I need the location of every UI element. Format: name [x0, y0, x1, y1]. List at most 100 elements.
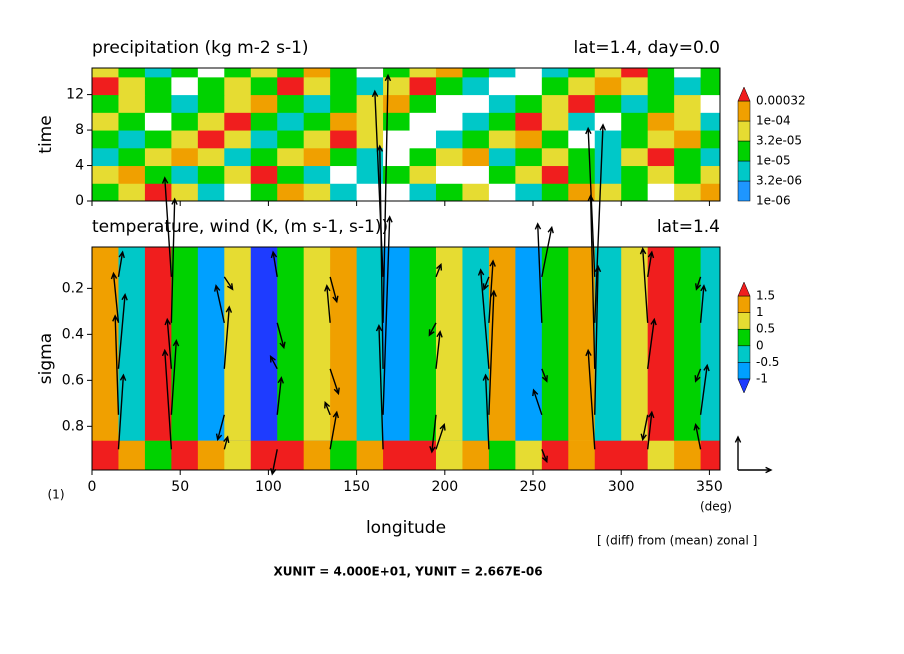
contour-cell [250, 147, 278, 167]
colorbar-label: 1e-05 [756, 154, 791, 168]
x-axis-label: longitude [366, 518, 446, 538]
wind-vector [639, 247, 649, 323]
contour-cell [92, 112, 119, 131]
contour-cell [330, 112, 358, 131]
contour-cell [647, 94, 675, 113]
contour-cell [409, 76, 437, 96]
contour-cell [700, 112, 721, 131]
wind-vector [435, 423, 446, 450]
contour-cell [647, 147, 675, 167]
contour-cell [383, 112, 411, 131]
wind-vector [695, 276, 702, 291]
contour-cell [700, 165, 721, 184]
colorbar-box [737, 100, 751, 122]
colorbar-label: 0.5 [756, 322, 775, 336]
contour-cell [144, 183, 172, 202]
contour-cell [594, 147, 622, 167]
wind-vector [435, 263, 443, 278]
panel-title: temperature, wind (K, (m s-1, s-1)) [92, 217, 388, 237]
contour-cell [621, 76, 649, 96]
wind-vector [646, 317, 657, 369]
contour-cell [674, 76, 702, 96]
colorbar-label: -0.5 [756, 355, 779, 369]
colorbar-label: -1 [756, 372, 768, 386]
colorbar-triangle [737, 378, 751, 394]
contour-cell [303, 112, 331, 131]
contour-cell [144, 130, 172, 149]
contour-cell [277, 147, 305, 167]
contour-cell [541, 94, 569, 113]
contour-cell [409, 147, 437, 167]
colorbar-label: 1 [756, 305, 764, 319]
contour-cell [224, 68, 252, 78]
contour-cell [515, 112, 543, 131]
colorbar-label: 1e-04 [756, 114, 791, 128]
contour-cell [621, 183, 649, 202]
contour-cell [118, 183, 146, 202]
contour-cell [488, 130, 516, 149]
contour-cell [118, 68, 146, 78]
contour-cell [435, 76, 463, 96]
wind-vector [435, 330, 443, 369]
contour-cell [515, 247, 543, 441]
contour-cell [594, 76, 622, 96]
contour-cell [383, 183, 411, 202]
contour-cell [515, 130, 543, 149]
contour-cell [330, 68, 358, 78]
contour-cell [383, 165, 411, 184]
contour-cell [197, 130, 225, 149]
colorbar-label: 3.2e-06 [756, 174, 802, 188]
contour-cell [594, 247, 622, 441]
contour-cell [197, 165, 225, 184]
contour-cell [568, 76, 596, 96]
contour-cell [144, 112, 172, 131]
contour-cell [144, 76, 172, 96]
contour-cell [488, 147, 516, 167]
wind-vector [429, 414, 437, 454]
wind-vector [223, 276, 234, 291]
wind-vector [117, 373, 127, 450]
contour-cell [621, 147, 649, 167]
contour-cell [224, 183, 252, 202]
contour-cell [197, 94, 225, 113]
contour-cell [515, 76, 543, 96]
wind-vector [276, 322, 286, 350]
wind-vector [215, 414, 225, 442]
contour-cell [594, 183, 622, 202]
contour-cell [250, 130, 278, 149]
contour-cell [171, 183, 199, 202]
contour-cell [435, 247, 463, 441]
contour-cell [462, 247, 490, 441]
contour-cell [647, 112, 675, 131]
contour-cell [356, 68, 384, 78]
contour-cell [674, 147, 702, 167]
contour-cell [383, 147, 411, 167]
contour-cell [674, 130, 702, 149]
contour-cell [674, 247, 702, 441]
wind-vector [541, 368, 548, 383]
contour-cell [541, 68, 569, 78]
contour-cell [197, 68, 225, 78]
contour-cell [356, 112, 384, 131]
contour-cell [541, 147, 569, 167]
contour-cell [92, 130, 119, 149]
contour-cell [144, 94, 172, 113]
x-unit-label: (deg) [700, 500, 732, 514]
colorbar-box [737, 140, 751, 162]
contour-cell [462, 183, 490, 202]
contour-cell [621, 165, 649, 184]
wind-vector [170, 197, 178, 323]
colorbar-label: 3.2e-05 [756, 134, 802, 148]
contour-cell [568, 112, 596, 131]
contour-cell [250, 76, 278, 96]
contour-cell [488, 76, 516, 96]
wind-vector [693, 422, 702, 450]
wind-vector [112, 314, 120, 415]
contour-cell [541, 165, 569, 184]
contour-cell [488, 247, 516, 441]
contour-cell [647, 68, 675, 78]
y-tick-label: 8 [75, 122, 84, 138]
contour-cell [224, 94, 252, 113]
wind-vector [646, 410, 655, 450]
contour-cell [356, 94, 384, 113]
